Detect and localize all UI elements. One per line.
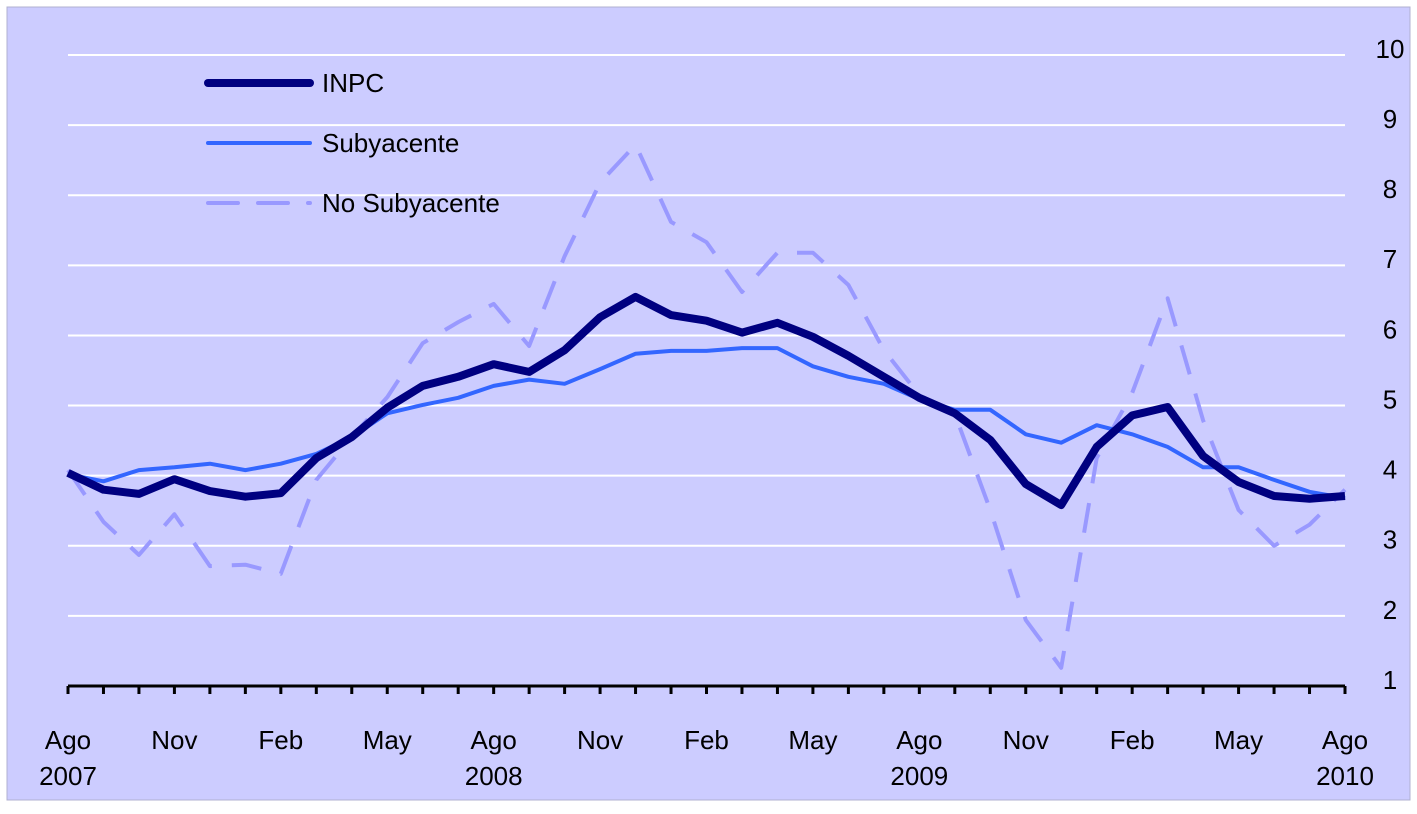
y-tick-label: 9 xyxy=(1383,104,1397,134)
legend-label: No Subyacente xyxy=(322,188,500,218)
x-tick-label: Nov xyxy=(1002,725,1049,755)
y-tick-label: 6 xyxy=(1383,314,1397,344)
x-tick-label: May xyxy=(1214,725,1264,755)
y-tick-label: 2 xyxy=(1383,595,1397,625)
y-tick-label: 5 xyxy=(1383,384,1397,414)
x-tick-label: Feb xyxy=(1109,725,1155,755)
series-line xyxy=(66,142,1347,670)
x-tick-label: Ago 2010 xyxy=(1316,725,1374,791)
series-line xyxy=(67,346,1346,501)
legend-label: Subyacente xyxy=(322,128,459,158)
y-tick-label: 7 xyxy=(1383,244,1397,274)
x-tick-label: Ago 2007 xyxy=(39,725,97,791)
legend-label: INPC xyxy=(322,68,384,98)
x-tick-label: Ago 2009 xyxy=(890,725,949,791)
x-tick-label: May xyxy=(362,725,412,755)
x-tick-label: Feb xyxy=(258,725,304,755)
series-line xyxy=(66,292,1346,510)
y-tick-label: 4 xyxy=(1383,455,1397,485)
y-tick-label: 3 xyxy=(1383,525,1397,555)
x-tick-label: Nov xyxy=(151,725,198,755)
x-tick-label: Nov xyxy=(576,725,624,755)
x-tick-label: May xyxy=(788,725,838,755)
y-tick-label: 10 xyxy=(1376,34,1405,64)
x-tick-label: Ago 2008 xyxy=(464,725,523,791)
x-tick-label: Feb xyxy=(684,725,729,755)
y-tick-label: 8 xyxy=(1383,174,1397,204)
y-tick-label: 1 xyxy=(1383,665,1397,695)
background xyxy=(6,6,1411,801)
